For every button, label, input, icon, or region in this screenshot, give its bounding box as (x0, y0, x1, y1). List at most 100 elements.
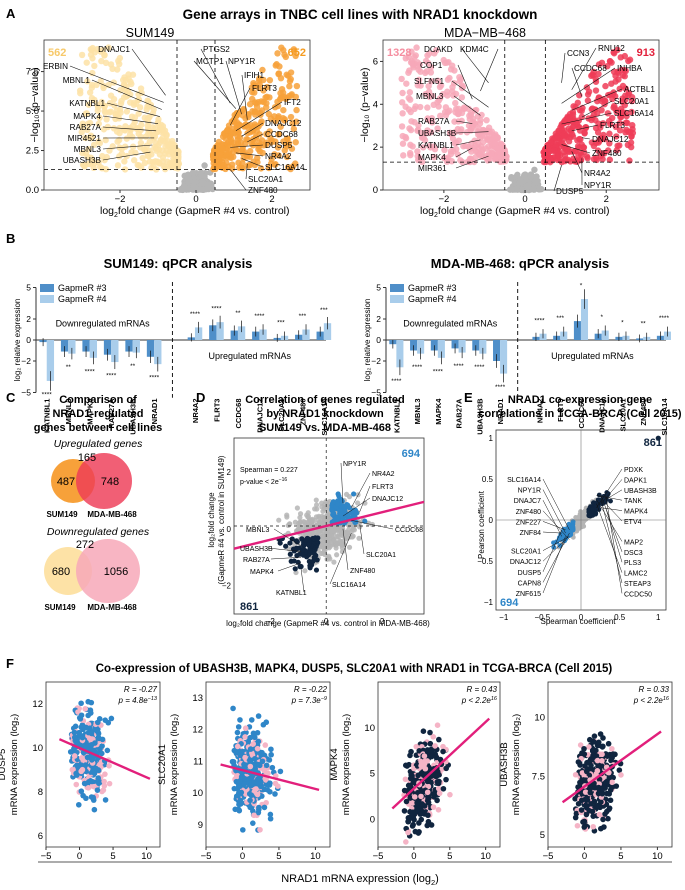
volcano-point-up (245, 113, 252, 121)
volcano-point-up (243, 136, 250, 143)
coexp-point (610, 751, 616, 757)
gene-label-leader (102, 126, 157, 132)
coexp-point (588, 800, 594, 807)
coexp-point (235, 724, 242, 730)
coexp-point (236, 778, 243, 785)
volcano-point-up (274, 102, 282, 110)
coexp-point (102, 771, 108, 777)
volcano-point-up (551, 147, 558, 154)
qpcr-gene-label: SLC16A14 (660, 398, 669, 436)
scatter-d-point-ns (346, 527, 352, 533)
gene-label: LAMC2 (624, 571, 647, 578)
gene-label: SLC20A1 (614, 97, 649, 106)
volcano-point-down (101, 156, 108, 164)
volcano-point-down (471, 107, 479, 114)
coexp-point (242, 754, 248, 761)
gene-label: DUSP5 (556, 187, 584, 196)
scatter-d-ylabel-1: log₂fold change (207, 492, 216, 548)
qpcr-significance: *** (320, 307, 328, 314)
gene-label: COP1 (420, 61, 443, 70)
scatter-d-point-down (277, 540, 283, 546)
scatter-d-point-up (348, 510, 354, 516)
qpcr-gene-label: NRAD1 (496, 399, 505, 425)
qpcr-bar (132, 340, 140, 353)
volcano-point-down (139, 154, 146, 162)
volcano-point-down (398, 75, 405, 83)
gene-label-leader (200, 48, 231, 104)
coexp-point (586, 807, 592, 814)
gene-label-leader (102, 151, 151, 161)
coexp-point (254, 780, 261, 787)
gene-label: DNAJC12 (510, 559, 541, 566)
coexp-point (236, 783, 242, 790)
gene-label-leader (600, 499, 623, 584)
y-tick-label: 0.0 (26, 185, 39, 196)
volcano-point-down (78, 123, 86, 130)
y-tick-label: 5.0 (26, 106, 39, 117)
volcano-point-down (148, 164, 155, 172)
gene-label: FLRT3 (600, 121, 625, 130)
volcano-point-down (431, 50, 438, 57)
venn-title-line1: Comparison of (59, 394, 137, 406)
qpcr-significance: *** (556, 315, 564, 322)
coexp-point (430, 804, 437, 810)
scatter-d-point-down (287, 540, 293, 546)
volcano-point-down (466, 112, 473, 120)
coexp-point (572, 771, 579, 778)
scatter-d-point-ns (331, 537, 337, 543)
volcano-point-up (629, 126, 636, 133)
volcano-point-up (614, 142, 621, 149)
x-tick-label: 2 (380, 617, 385, 626)
coexp-point (586, 736, 593, 743)
gene-label: IFIH1 (244, 71, 264, 80)
scatter-e-point-pos (586, 509, 592, 515)
volcano-point-ns (189, 169, 197, 176)
y-tick-label: 5 (370, 769, 375, 780)
volcano-xlabel-right: log2fold change (GapmeR #4 vs. control) (420, 205, 610, 219)
y-tick-label: −0.5 (477, 557, 493, 566)
qpcr-gene-label: FLRT3 (556, 399, 565, 422)
gene-label: KDM4C (460, 45, 489, 54)
volcano-point-up (275, 131, 282, 138)
coexp-frame (547, 681, 673, 848)
gene-label-leader (561, 67, 616, 104)
qpcr-left-title: SUM149: qPCR analysis (104, 256, 253, 271)
volcano-point-up (239, 160, 246, 167)
volcano-point-up (224, 142, 232, 149)
volcano-point-down (430, 143, 437, 150)
volcano-point-up (290, 125, 298, 133)
gene-label-leader (230, 144, 264, 148)
x-tick-label: 0 (324, 617, 329, 626)
venn-up-title: Upregulated genes (54, 438, 143, 450)
coexp-point (603, 779, 609, 785)
volcano-point-up (283, 143, 291, 150)
scatter-e-point-pos (596, 492, 602, 498)
volcano-point-down (406, 67, 413, 74)
volcano-point-down (452, 99, 459, 107)
coexp-point (241, 761, 247, 768)
scatter-d-stat2-exp: −16 (279, 477, 288, 483)
venn-down-overlap: 272 (76, 539, 94, 551)
volcano-point-down (103, 116, 110, 123)
coexp-point (266, 757, 273, 763)
gene-label-leader (600, 479, 623, 504)
coexp-point (601, 824, 607, 830)
volcano-point-up (606, 156, 614, 163)
volcano-point-down (437, 112, 444, 120)
gene-label: SLC16A14 (507, 477, 541, 484)
volcano-plot-sum149: −2 0 20.02.55.07.5DNAJC1ERBINMBNL1KATNBL1M… (26, 39, 311, 205)
coexp-point (96, 761, 103, 768)
volcano-point-up (286, 77, 294, 85)
coexp-point (251, 734, 258, 741)
y-tick-label: 6 (38, 831, 43, 842)
volcano-point-up (623, 126, 630, 134)
volcano-point-down (424, 129, 432, 137)
volcano-point-down (471, 119, 478, 127)
coexp-point (604, 808, 610, 815)
gene-label-leader (596, 495, 623, 501)
coexp-point (406, 815, 413, 822)
volcano-point-up (254, 154, 261, 162)
y-tick-label: 0 (373, 185, 378, 196)
coexp-point (88, 746, 95, 753)
volcano-point-down (114, 162, 122, 169)
